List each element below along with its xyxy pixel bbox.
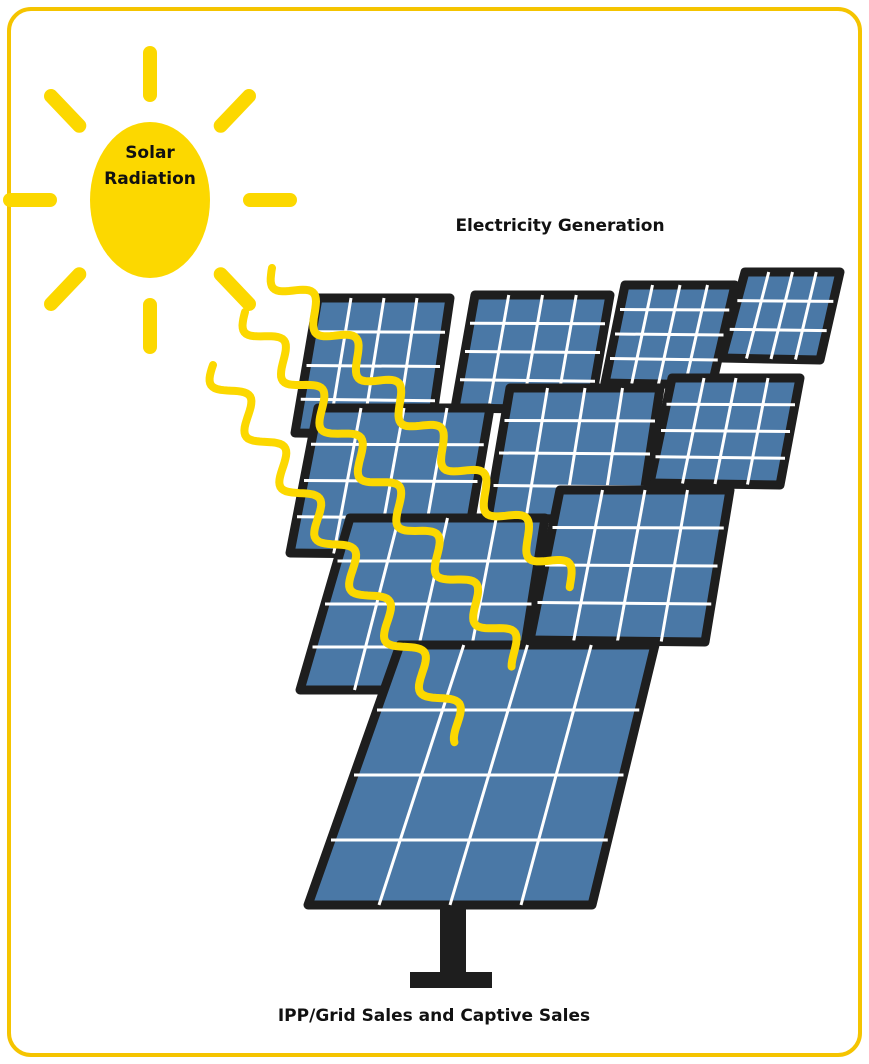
solar-panel	[605, 285, 735, 385]
generation-label: Electricity Generation	[380, 216, 740, 236]
solar-panel	[650, 378, 800, 485]
panel-base	[410, 972, 492, 988]
solar-panel	[722, 272, 840, 360]
sun	[10, 53, 290, 347]
sun-label: Solar Radiation	[98, 140, 202, 192]
page: Solar Radiation Electricity Generation I…	[0, 0, 869, 1064]
sales-label: IPP/Grid Sales and Captive Sales	[184, 1006, 684, 1026]
solar-panel	[530, 490, 730, 642]
